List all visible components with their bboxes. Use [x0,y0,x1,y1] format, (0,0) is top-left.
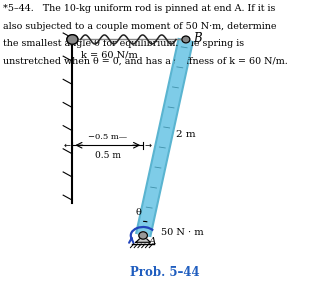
Text: θ: θ [136,208,141,217]
Circle shape [139,232,147,239]
Text: 2 m: 2 m [176,130,196,139]
Text: ←: ← [64,141,71,150]
Text: →: → [145,141,152,150]
Text: 0.5 m: 0.5 m [95,151,121,160]
Text: k = 60 N/m: k = 60 N/m [81,50,137,59]
Circle shape [182,36,190,43]
Text: −0.5 m—: −0.5 m— [88,133,127,141]
Text: the smallest angle θ for equilibrium. The spring is: the smallest angle θ for equilibrium. Th… [3,39,244,48]
Text: also subjected to a couple moment of 50 N·m, determine: also subjected to a couple moment of 50 … [3,22,277,31]
Text: Prob. 5–44: Prob. 5–44 [130,266,199,279]
Text: A: A [149,237,156,246]
Text: 50 N · m: 50 N · m [161,228,204,237]
Circle shape [67,35,78,44]
Text: *5–44.   The 10-kg uniform rod is pinned at end A. If it is: *5–44. The 10-kg uniform rod is pinned a… [3,4,276,13]
Text: B: B [193,32,202,45]
Polygon shape [136,235,150,242]
Text: unstretched when θ = 0, and has a stiffness of k = 60 N/m.: unstretched when θ = 0, and has a stiffn… [3,57,288,66]
